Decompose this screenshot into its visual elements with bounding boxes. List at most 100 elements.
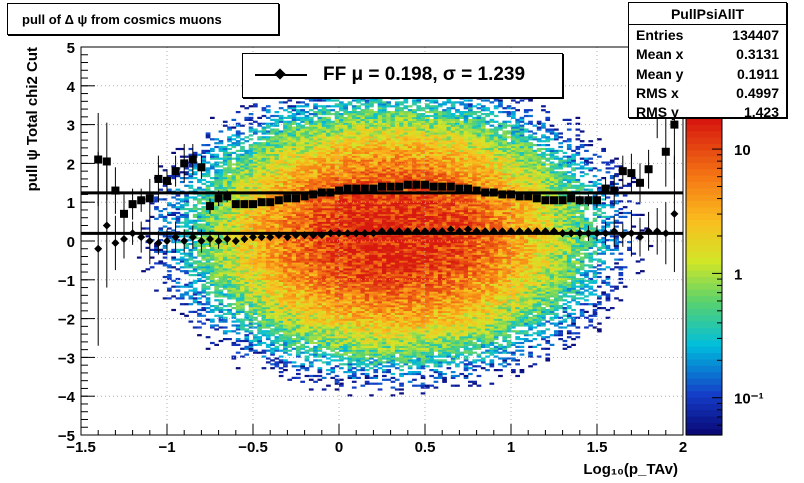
heatmap-cell <box>308 219 314 222</box>
heatmap-cell <box>192 262 198 265</box>
heatmap-cell <box>218 285 224 288</box>
heatmap-cell <box>235 188 241 191</box>
heatmap-cell <box>360 118 366 121</box>
heatmap-cell <box>347 140 353 143</box>
heatmap-cell <box>278 142 284 145</box>
heatmap-cell <box>162 184 168 187</box>
heatmap-cell <box>321 155 327 158</box>
heatmap-cell <box>222 145 228 149</box>
heatmap-cell <box>334 229 340 232</box>
heatmap-cell <box>356 99 361 102</box>
heatmap-cell <box>308 134 314 137</box>
heatmap-cell <box>356 279 361 282</box>
heatmap-cell <box>278 136 284 139</box>
heatmap-cell <box>261 144 267 147</box>
heatmap-cell <box>317 258 323 261</box>
heatmap-cell <box>222 219 228 222</box>
heatmap-cell <box>179 258 185 261</box>
heatmap-cell <box>270 173 275 176</box>
heatmap-cell <box>283 334 288 337</box>
heatmap-cell <box>231 180 237 184</box>
heatmap-cell <box>257 116 262 119</box>
heatmap-cell <box>244 316 250 319</box>
heatmap-cell <box>334 324 340 327</box>
heatmap-cell <box>205 244 211 248</box>
heatmap-cell <box>291 165 297 168</box>
heatmap-cell <box>240 225 245 228</box>
heatmap-cell <box>265 213 271 216</box>
heatmap-cell <box>253 147 258 151</box>
heatmap-cell <box>291 330 297 333</box>
heatmap-cell <box>201 258 207 261</box>
heatmap-cell <box>364 314 370 317</box>
heatmap-cell <box>351 310 357 313</box>
heatmap-cell <box>283 316 288 319</box>
heatmap-cell <box>278 211 284 215</box>
heatmap-cell <box>210 275 215 279</box>
heatmap-cell <box>300 252 305 255</box>
heatmap-cell <box>300 268 305 271</box>
heatmap-cell <box>278 213 284 216</box>
heatmap-cell <box>261 291 267 294</box>
heatmap-cell <box>317 297 323 300</box>
heatmap-cell <box>227 242 232 246</box>
heatmap-cell <box>253 275 258 279</box>
heatmap-cell <box>308 188 314 191</box>
heatmap-cell <box>313 159 318 162</box>
heatmap-cell <box>364 101 370 104</box>
heatmap-cell <box>167 250 172 253</box>
heatmap-cell <box>253 149 258 152</box>
heatmap-cell <box>356 376 361 379</box>
heatmap-cell <box>330 136 336 139</box>
heatmap-cell <box>283 217 288 220</box>
heatmap-cell <box>334 221 340 224</box>
heatmap-cell <box>304 332 310 335</box>
heatmap-cell <box>308 130 314 133</box>
heatmap-cell <box>317 353 323 356</box>
heatmap-cell <box>351 343 357 346</box>
heatmap-cell <box>330 124 336 127</box>
heatmap-cell <box>274 180 280 184</box>
heatmap-cell <box>283 322 288 325</box>
heatmap-cell <box>171 229 176 232</box>
heatmap-cell <box>287 188 293 191</box>
heatmap-cell <box>244 116 250 119</box>
heatmap-cell <box>296 328 301 331</box>
heatmap-cell <box>364 376 370 379</box>
heatmap-cell <box>364 126 370 129</box>
heatmap-cell <box>300 124 305 127</box>
heatmap-cell <box>300 105 305 108</box>
heatmap-cell <box>278 283 284 286</box>
heatmap-cell <box>214 246 219 249</box>
heatmap-cell <box>240 173 245 176</box>
heatmap-cell <box>308 334 314 337</box>
heatmap-cell <box>321 186 327 189</box>
heatmap-cell <box>308 374 314 378</box>
heatmap-cell <box>253 254 258 257</box>
heatmap-cell <box>313 130 318 133</box>
heatmap-cell <box>188 196 194 199</box>
heatmap-cell <box>317 132 323 135</box>
heatmap-cell <box>240 299 245 302</box>
heatmap-cell <box>179 225 185 228</box>
heatmap-cell <box>257 122 262 125</box>
heatmap-cell <box>339 277 344 281</box>
heatmap-cell <box>197 244 202 248</box>
heatmap-cell <box>261 114 267 118</box>
heatmap-cell <box>326 274 331 277</box>
heatmap-cell <box>287 326 293 329</box>
heatmap-cell <box>291 136 297 139</box>
heatmap-cell <box>184 204 189 207</box>
heatmap-cell <box>270 118 275 121</box>
heatmap-cell <box>244 242 250 246</box>
heatmap-cell <box>334 275 340 279</box>
heatmap-cell <box>270 151 275 154</box>
heatmap-cell <box>235 303 241 306</box>
heatmap-cell <box>296 217 301 220</box>
heatmap-cell <box>287 299 293 302</box>
heatmap-cell <box>351 163 357 166</box>
heatmap-cell <box>287 184 293 187</box>
heatmap-cell <box>257 244 262 248</box>
heatmap-cell <box>283 109 288 112</box>
heatmap-cell <box>308 153 314 156</box>
